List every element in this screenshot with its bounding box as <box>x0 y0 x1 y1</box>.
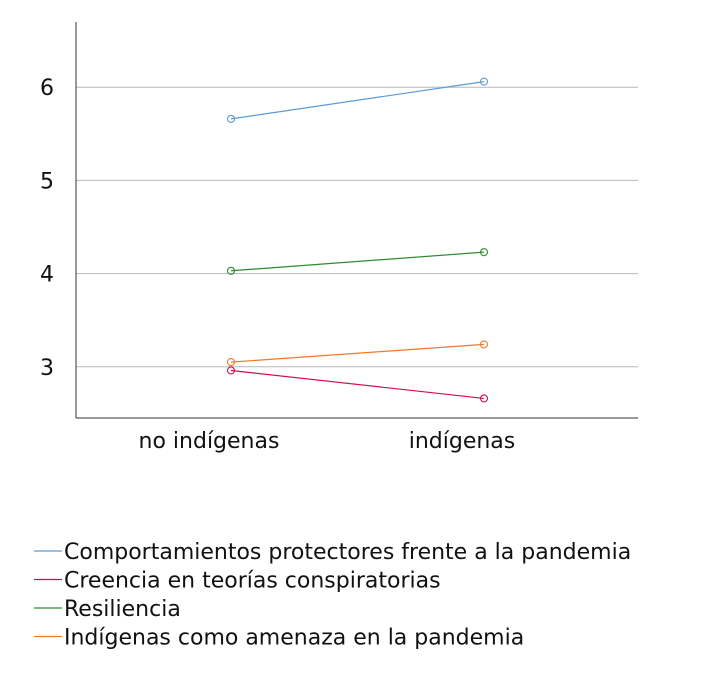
series-layer <box>226 77 489 403</box>
x-tick-label: no indígenas <box>139 429 280 454</box>
y-tick-label: 4 <box>40 263 54 288</box>
series-line <box>230 81 485 120</box>
legend-label: Creencia en teorías conspiratorias <box>64 569 441 594</box>
y-tick-label: 3 <box>40 356 54 381</box>
series-line <box>230 251 485 272</box>
data-point <box>479 340 489 349</box>
legend-label: Indígenas como amenaza en la pandemia <box>64 626 524 651</box>
x-tick-label: indígenas <box>409 429 516 454</box>
legend-label: Resiliencia <box>64 597 181 622</box>
data-point <box>226 266 236 275</box>
data-point <box>226 366 236 375</box>
data-point <box>479 394 489 403</box>
data-point <box>479 248 489 257</box>
data-point <box>226 114 236 123</box>
y-tick-label: 6 <box>40 76 54 101</box>
data-point <box>226 358 236 367</box>
data-point <box>479 77 489 86</box>
series-line <box>230 369 485 400</box>
legend: Comportamientos protectores frente a la … <box>34 540 631 651</box>
y-tick-label: 5 <box>40 169 54 194</box>
series-line <box>230 343 485 363</box>
grid-layer <box>76 86 638 368</box>
axes-layer: 3 4 5 6 no indígenas indígenas <box>40 22 638 454</box>
legend-label: Comportamientos protectores frente a la … <box>64 540 631 565</box>
